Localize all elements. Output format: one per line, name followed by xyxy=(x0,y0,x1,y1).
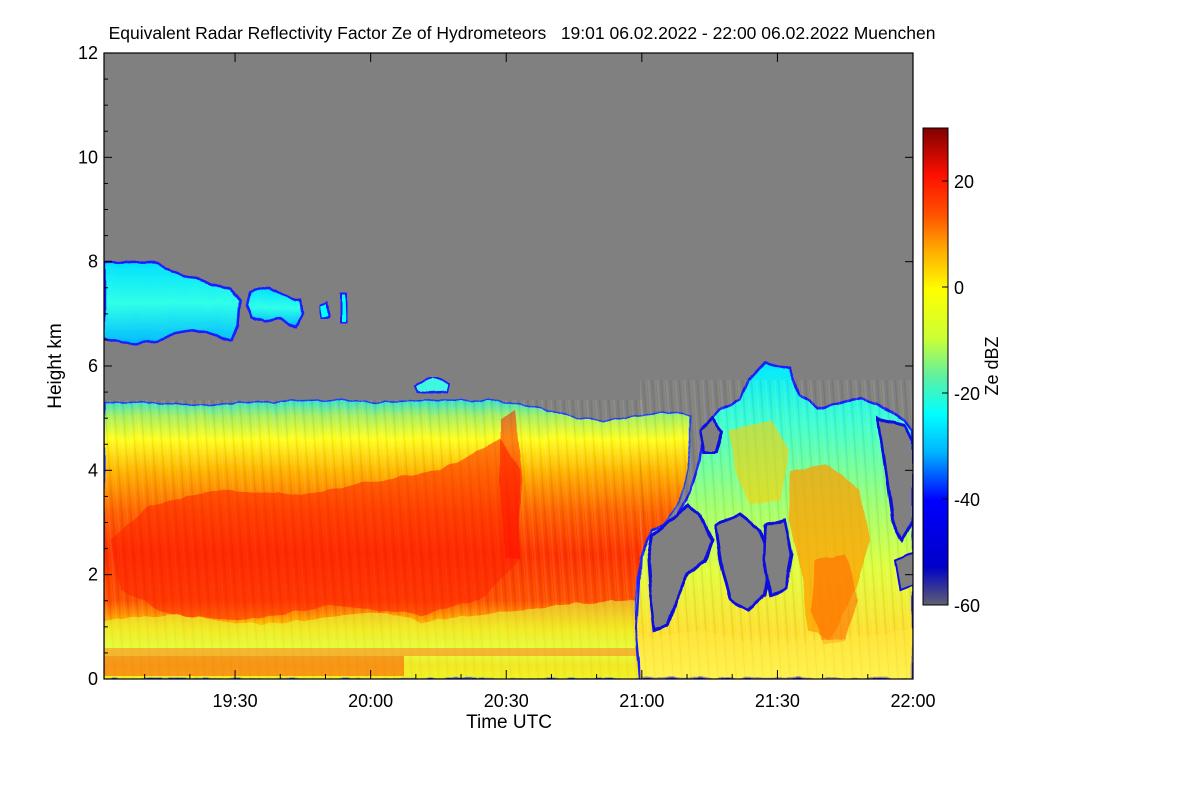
reflectivity-field xyxy=(104,260,913,679)
colorbar-tick-label: 0 xyxy=(954,278,964,298)
y-axis-label: Height km xyxy=(45,323,66,409)
y-tick-label: 10 xyxy=(78,147,98,167)
y-tick-label: 12 xyxy=(78,43,98,63)
x-tick-label: 21:00 xyxy=(619,691,664,711)
y-tick-label: 4 xyxy=(88,460,98,480)
colorbar-axis: 20 0 -20 -40 -60 xyxy=(942,172,980,616)
colorbar-label: Ze dBZ xyxy=(982,336,1002,395)
x-tick-label: 22:00 xyxy=(890,691,935,711)
colorbar-tick-label: 20 xyxy=(954,172,974,192)
x-tick-label: 20:00 xyxy=(348,691,393,711)
colorbar xyxy=(922,127,949,606)
x-axis: 19:30 20:00 20:30 21:00 21:30 22:00 xyxy=(144,53,936,711)
main-precipitation-layer xyxy=(104,399,864,679)
upper-cirrus-layer xyxy=(104,260,450,395)
y-tick-label: 6 xyxy=(88,356,98,376)
y-axis: 0 2 4 6 8 10 12 xyxy=(78,43,913,689)
x-axis-label: Time UTC xyxy=(466,712,552,733)
convective-region xyxy=(634,360,913,679)
colorbar-tick-label: -40 xyxy=(954,490,980,510)
colorbar-tick-label: -20 xyxy=(954,384,980,404)
chart-title: Equivalent Radar Reflectivity Factor Ze … xyxy=(109,23,936,43)
x-tick-label: 20:30 xyxy=(484,691,529,711)
y-tick-label: 0 xyxy=(88,669,98,689)
colorbar-tick-label: -60 xyxy=(954,596,980,616)
y-tick-label: 2 xyxy=(88,565,98,585)
x-tick-label: 21:30 xyxy=(755,691,800,711)
x-tick-label: 19:30 xyxy=(213,691,258,711)
y-tick-label: 8 xyxy=(88,252,98,272)
